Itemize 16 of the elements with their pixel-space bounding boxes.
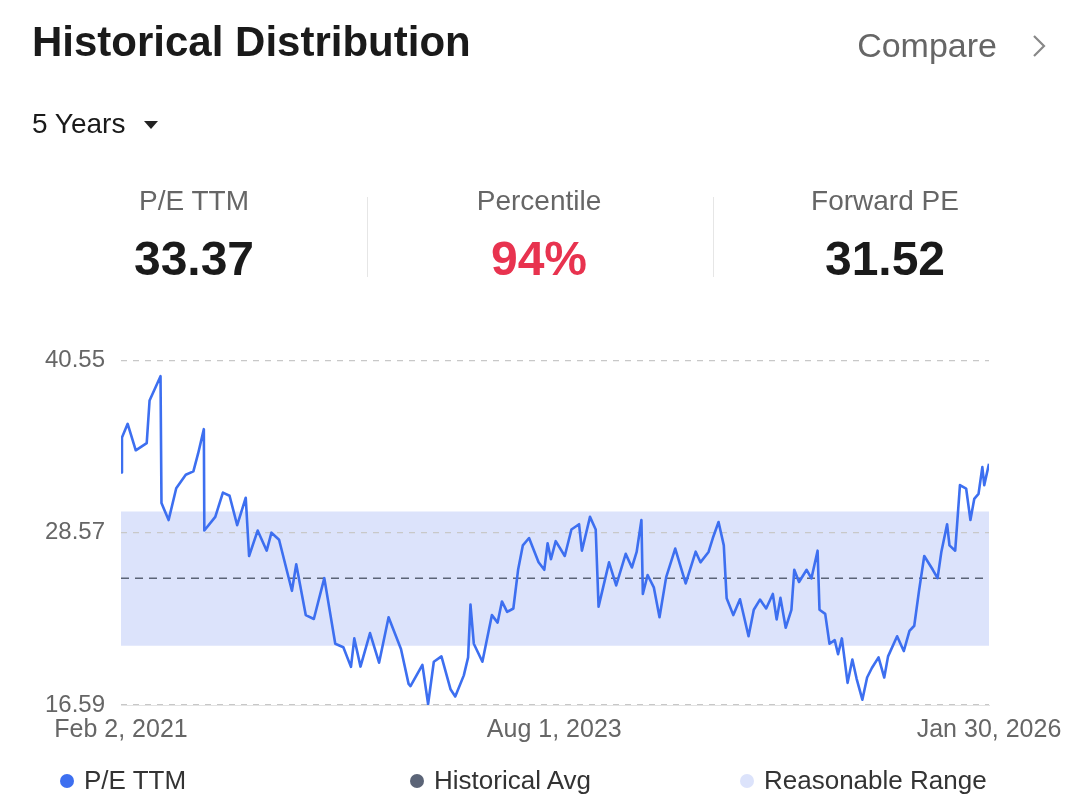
legend-label: Reasonable Range: [764, 765, 987, 796]
text: 5 Years: [32, 108, 126, 140]
text: P/E TTM: [138, 185, 250, 217]
text: 94%: [489, 231, 589, 286]
y-tick-label: 28.57: [44, 517, 105, 545]
text: Forward PE: [810, 185, 960, 217]
x-tick-label: Aug 1, 2023: [486, 713, 622, 742]
text: Percentile: [475, 185, 603, 217]
chart-title: Historical Distribution: [32, 18, 471, 66]
text: 33.37: [132, 231, 256, 286]
y-tick-label: 40.55: [44, 345, 105, 373]
legend-label: Historical Avg: [434, 765, 592, 796]
text: Compare: [857, 26, 997, 65]
text: 31.52: [823, 231, 947, 286]
legend-label: P/E TTM: [84, 765, 187, 796]
x-tick-label: Jan 30, 2026: [916, 713, 1062, 742]
